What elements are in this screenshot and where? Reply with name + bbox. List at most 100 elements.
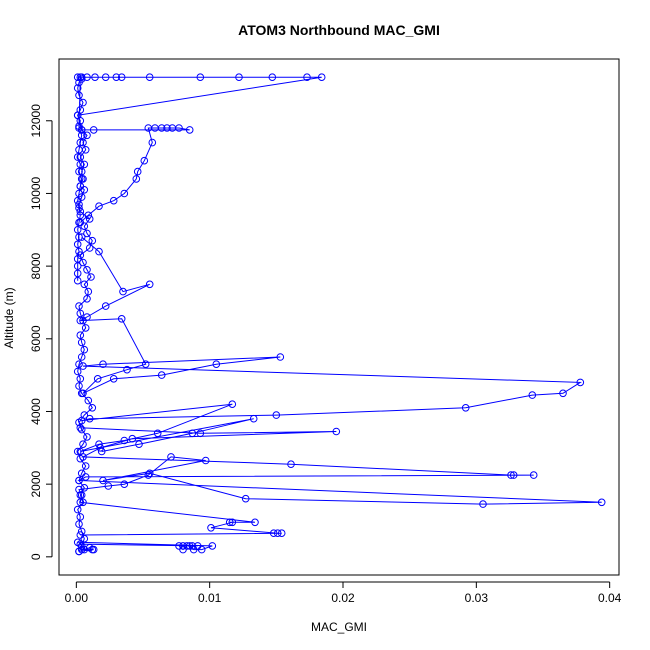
data-point: [128, 434, 137, 443]
data-point: [79, 362, 87, 370]
data-point: [75, 91, 83, 100]
data-point: [83, 433, 91, 441]
data-point: [76, 309, 85, 318]
data-point: [83, 229, 91, 238]
plot-area-frame: [58, 58, 620, 576]
data-point: [76, 498, 85, 507]
data-point: [91, 73, 99, 81]
data-point: [77, 175, 86, 183]
data-point: [101, 302, 110, 310]
data-point: [101, 73, 110, 81]
data-point: [97, 447, 106, 456]
data-point: [109, 375, 118, 383]
x-tick-label: 0.04: [598, 591, 622, 605]
data-point: [273, 529, 282, 538]
data-point: [79, 498, 87, 507]
data-point: [228, 400, 237, 409]
data-point: [79, 258, 87, 267]
data-point: [85, 215, 94, 223]
data-point: [75, 360, 83, 369]
data-point: [85, 244, 94, 252]
data-point: [167, 453, 175, 461]
data-point: [120, 189, 129, 198]
data-point: [73, 269, 82, 278]
data-point: [75, 476, 83, 485]
data-point: [175, 542, 183, 550]
series-line: [77, 427, 602, 536]
data-point: [95, 202, 103, 210]
data-point: [119, 287, 127, 296]
data-point: [77, 491, 86, 499]
data-point: [123, 365, 131, 374]
data-point: [235, 73, 243, 81]
data-point: [135, 440, 143, 449]
data-point: [73, 111, 82, 120]
data-point: [225, 518, 234, 527]
data-point: [73, 367, 82, 376]
data-point: [76, 153, 85, 161]
data-point: [76, 540, 85, 548]
data-point: [75, 167, 83, 176]
data-point: [77, 233, 86, 241]
x-tick-label: 0.03: [465, 591, 489, 605]
data-point: [81, 462, 90, 470]
data-point: [76, 331, 85, 340]
data-point: [77, 416, 86, 425]
y-tick-label: 12000: [29, 104, 43, 138]
data-point: [77, 353, 86, 361]
data-point: [77, 73, 86, 81]
data-point: [73, 276, 82, 285]
data-point: [75, 189, 83, 198]
data-point: [76, 424, 85, 432]
data-point: [120, 480, 129, 489]
data-point: [157, 371, 166, 379]
data-point: [479, 500, 487, 508]
data-point: [73, 226, 82, 234]
x-axis-label: MAC_GMI: [311, 620, 367, 634]
data-point: [76, 182, 85, 190]
series-line: [77, 75, 93, 552]
data-point: [81, 473, 90, 481]
data-point: [76, 316, 85, 325]
data-point: [85, 414, 94, 423]
data-point: [109, 196, 118, 205]
data-point: [73, 196, 82, 205]
data-point: [80, 160, 89, 169]
data-point: [77, 425, 86, 434]
data-point: [84, 211, 93, 220]
data-point: [144, 124, 153, 132]
data-point: [73, 73, 82, 81]
data-point: [76, 375, 85, 383]
data-point: [112, 73, 121, 81]
data-point: [96, 444, 105, 452]
y-tick-label: 6000: [29, 325, 43, 352]
data-point: [88, 404, 97, 412]
data-point: [89, 545, 98, 554]
data-point: [461, 404, 470, 412]
data-point: [145, 73, 154, 81]
y-tick-label: 10000: [29, 176, 43, 210]
data-point: [77, 338, 86, 347]
data-point: [76, 513, 85, 521]
data-point: [303, 73, 311, 81]
y-tick-label: 8000: [29, 252, 43, 279]
data-point: [83, 266, 91, 274]
data-point: [95, 247, 103, 256]
data-point: [196, 73, 205, 81]
data-point: [133, 167, 142, 176]
x-tick-label: 0.00: [65, 591, 89, 605]
data-point: [77, 167, 86, 176]
data-point: [208, 542, 217, 550]
data-point: [80, 280, 89, 289]
data-point: [153, 429, 162, 438]
data-point: [73, 255, 82, 263]
data-point: [277, 529, 286, 538]
data-point: [77, 131, 86, 140]
data-point: [79, 453, 87, 461]
data-point: [99, 360, 107, 369]
data-point: [249, 414, 258, 423]
data-point: [276, 353, 285, 361]
data-point: [196, 429, 205, 438]
y-tick-label: 2000: [29, 470, 43, 497]
data-point: [75, 200, 83, 209]
